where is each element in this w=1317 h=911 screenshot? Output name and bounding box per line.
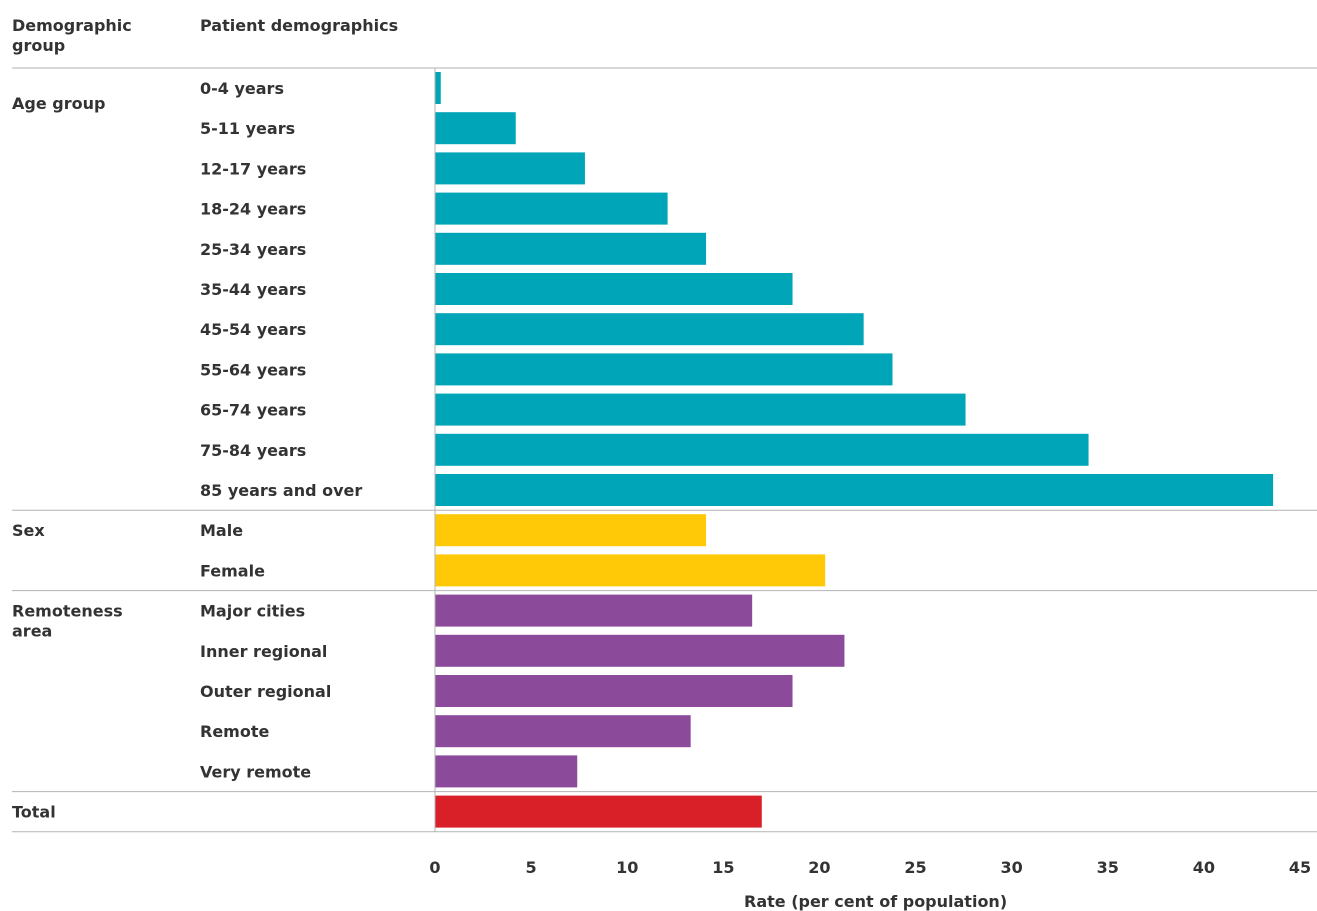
group-label: Remoteness bbox=[12, 602, 123, 621]
x-axis-label: Rate (per cent of population) bbox=[744, 891, 1008, 911]
header-patient-demographics: Patient demographics bbox=[200, 16, 399, 35]
x-tick-label: 5 bbox=[526, 858, 537, 877]
bar bbox=[435, 192, 668, 225]
category-label: 18-24 years bbox=[200, 200, 306, 219]
x-tick-label: 35 bbox=[1097, 858, 1119, 877]
bar bbox=[435, 72, 441, 104]
category-label: Major cities bbox=[200, 602, 305, 621]
category-label: 65-74 years bbox=[200, 401, 306, 420]
bar bbox=[435, 514, 707, 547]
x-tick-label: 30 bbox=[1001, 858, 1023, 877]
bar bbox=[435, 313, 864, 346]
category-label: Female bbox=[200, 561, 265, 580]
bar bbox=[435, 594, 753, 627]
category-label: 35-44 years bbox=[200, 280, 306, 299]
x-tick-label: 40 bbox=[1193, 858, 1215, 877]
bar bbox=[435, 433, 1089, 466]
category-label: Outer regional bbox=[200, 682, 331, 701]
category-label: 85 years and over bbox=[200, 481, 362, 500]
category-label: 45-54 years bbox=[200, 320, 306, 339]
bar bbox=[435, 273, 793, 305]
group-label: area bbox=[12, 622, 52, 641]
category-label: 5-11 years bbox=[200, 119, 295, 138]
group-label: Age group bbox=[12, 94, 105, 113]
category-label: Inner regional bbox=[200, 642, 327, 661]
category-label: 25-34 years bbox=[200, 240, 306, 259]
bar bbox=[435, 112, 516, 145]
bar bbox=[435, 795, 762, 828]
bar bbox=[435, 393, 966, 426]
x-tick-label: 10 bbox=[616, 858, 638, 877]
category-label: 0-4 years bbox=[200, 79, 284, 98]
bar bbox=[435, 755, 578, 788]
x-tick-label: 0 bbox=[429, 858, 440, 877]
bar bbox=[435, 675, 793, 707]
bar bbox=[435, 634, 845, 667]
category-label: Very remote bbox=[200, 762, 311, 781]
bar bbox=[435, 152, 585, 185]
bar bbox=[435, 554, 826, 587]
group-label: Sex bbox=[12, 521, 45, 540]
bar bbox=[435, 474, 1274, 506]
category-label: 12-17 years bbox=[200, 159, 306, 178]
group-label: Total bbox=[12, 803, 56, 822]
category-label: Male bbox=[200, 521, 243, 540]
x-tick-label: 25 bbox=[904, 858, 926, 877]
bar-chart: Age group 0-4 years 5-11 years 12-17 years 1… bbox=[12, 67, 1317, 877]
x-tick-label: 20 bbox=[808, 858, 830, 877]
bar bbox=[435, 715, 691, 748]
category-label: Remote bbox=[200, 722, 269, 741]
category-label: 55-64 years bbox=[200, 360, 306, 379]
header-demographic-group: Demographic group bbox=[12, 16, 132, 55]
x-tick-label: 45 bbox=[1289, 858, 1311, 877]
bar bbox=[435, 353, 893, 386]
bar bbox=[435, 232, 707, 265]
category-label: 75-84 years bbox=[200, 441, 306, 460]
x-tick-label: 15 bbox=[712, 858, 734, 877]
